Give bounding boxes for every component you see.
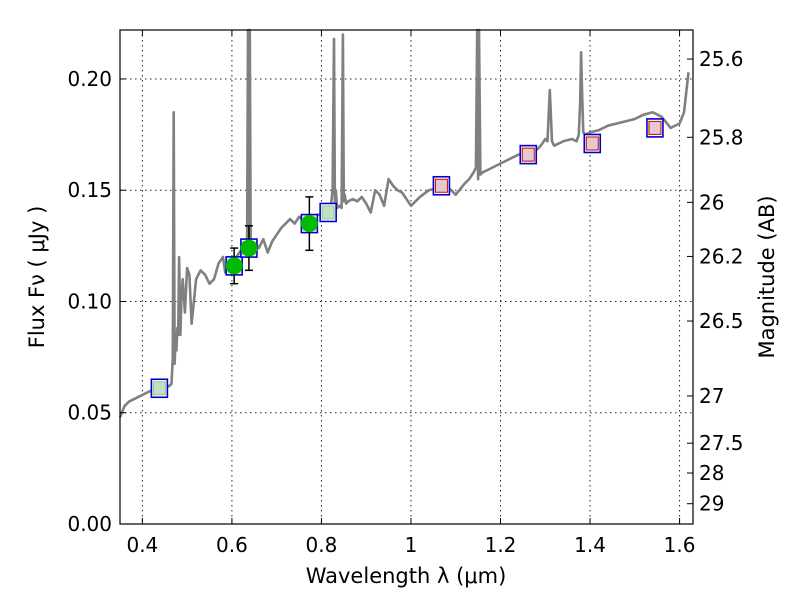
model-box-inner: [648, 120, 662, 135]
plot-frame: [119, 29, 694, 525]
ticks-layer: 0.4 0.6 0.8 1 1.2 1.4 1.6 0.00 0.05 0.10 0.15 0.20 2…: [67, 30, 744, 557]
x-tick-label: 1: [405, 533, 418, 557]
x-tick-label: 0.6: [216, 533, 248, 557]
model-box-inner: [321, 205, 335, 220]
model-box-inner: [152, 381, 166, 396]
mag-tick-label: 26: [699, 190, 724, 214]
y-axis-label: Flux Fν ( μJy ): [25, 206, 49, 349]
y-tick-label: 0.20: [67, 67, 112, 91]
model-box-inner: [585, 136, 599, 151]
x-axis-label: Wavelength λ (μm): [306, 564, 507, 588]
x-tick-label: 1.2: [485, 533, 517, 557]
spectrum-line: [118, 28, 690, 418]
model-box-inner: [434, 178, 448, 193]
mag-tick-label: 27: [699, 384, 724, 408]
mag-tick-label: 27.5: [699, 431, 744, 455]
mag-tick-label: 25.6: [699, 47, 744, 71]
model-box-inner: [521, 147, 535, 162]
observed-point: [300, 215, 318, 233]
y-tick-label: 0.15: [67, 178, 112, 202]
spectrum-layer: [118, 28, 690, 418]
mag-tick-label: 26.5: [699, 309, 744, 333]
y-tick-label: 0.10: [67, 289, 112, 313]
mag-tick-label: 29: [699, 492, 724, 516]
x-tick-label: 1.4: [574, 533, 606, 557]
y-tick-label: 0.00: [67, 512, 112, 536]
observed-point: [225, 257, 243, 275]
mag-tick-label: 26.2: [699, 244, 744, 268]
y2-axis-label: Magnitude (AB): [755, 195, 779, 358]
mag-tick-label: 28: [699, 461, 724, 485]
x-tick-label: 0.4: [126, 533, 158, 557]
y-tick-label: 0.05: [67, 401, 112, 425]
observed-points-layer: [225, 196, 318, 285]
x-tick-label: 1.6: [664, 533, 696, 557]
mag-tick-label: 25.8: [699, 125, 744, 149]
observed-point: [240, 239, 258, 257]
x-tick-label: 0.8: [306, 533, 338, 557]
